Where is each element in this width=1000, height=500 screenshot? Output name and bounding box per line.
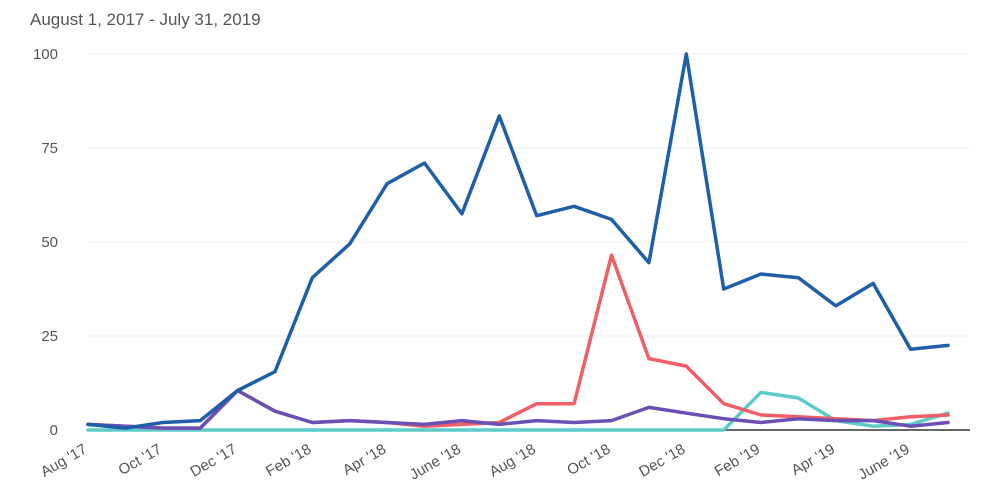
x-tick-label: Oct '17	[116, 441, 165, 479]
x-axis-ticks: Aug '17 Oct '17 Dec '17 Feb '18 Apr '18 June …	[38, 441, 913, 484]
x-tick-label: Aug '17	[38, 441, 90, 481]
series-line-3	[86, 390, 950, 432]
chart-subtitle: August 1, 2017 - July 31, 2019	[30, 10, 261, 29]
series-line-2	[86, 253, 950, 430]
x-tick-label: Apr '19	[789, 441, 838, 479]
x-tick-label: Dec '18	[636, 441, 688, 481]
x-tick-label: Apr '18	[340, 441, 389, 479]
y-tick-label: 50	[41, 234, 58, 251]
grid-layer	[88, 53, 970, 337]
x-tick-label: Aug '18	[487, 441, 539, 481]
series-line-1	[86, 52, 950, 430]
y-axis-ticks: 0 25 50 75 100	[33, 46, 58, 439]
series-layer	[86, 52, 950, 432]
y-tick-label: 25	[41, 328, 58, 345]
x-tick-label: June '19	[855, 441, 912, 484]
x-tick-label: Feb '18	[263, 441, 314, 481]
x-tick-label: June '18	[407, 441, 464, 484]
y-tick-label: 0	[50, 422, 58, 439]
y-tick-label: 100	[33, 46, 58, 63]
x-tick-label: Feb '19	[712, 441, 763, 481]
x-tick-label: Oct '18	[564, 441, 613, 479]
y-tick-label: 75	[41, 140, 58, 157]
x-tick-label: Dec '17	[187, 441, 239, 481]
